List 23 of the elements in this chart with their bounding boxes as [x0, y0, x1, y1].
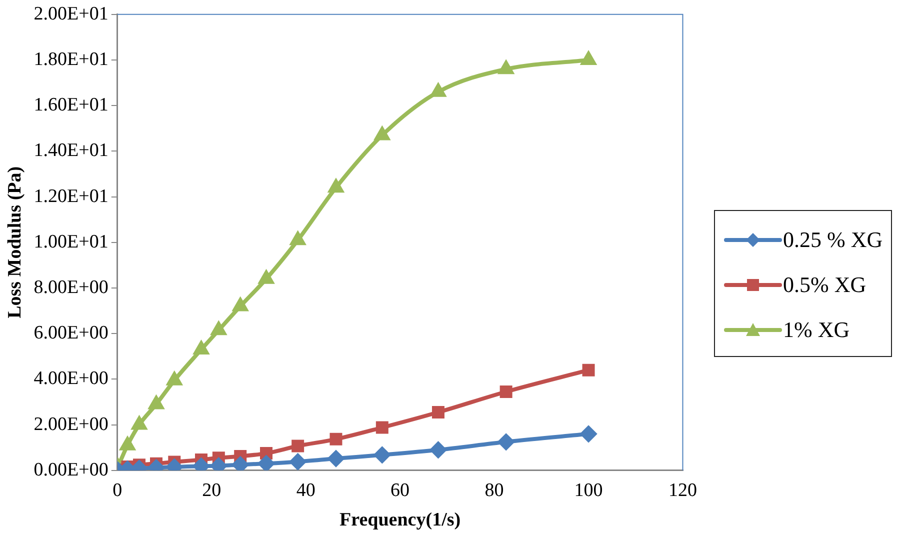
legend-label: 1% XG — [783, 316, 850, 342]
x-tick-label: 80 — [484, 480, 504, 501]
x-tick-label: 40 — [296, 480, 316, 501]
x-axis-title: Frequency(1/s) — [340, 510, 461, 531]
legend-label: 0.25 % XG — [783, 226, 883, 252]
y-tick-label: 1.80E+01 — [34, 48, 108, 70]
y-tick-label: 1.40E+01 — [34, 140, 108, 162]
x-tick-label: 120 — [668, 480, 697, 501]
y-tick-label: 4.00E+00 — [34, 368, 108, 390]
y-tick-label: 1.00E+01 — [34, 231, 108, 252]
y-tick-label: 6.00E+00 — [34, 322, 108, 344]
x-tick-label: 0 — [112, 480, 122, 501]
y-tick-label: 1.20E+01 — [34, 186, 108, 207]
x-tick-label: 60 — [390, 480, 410, 501]
y-axis-title: Loss Modulus (Pa) — [4, 166, 26, 318]
y-tick-label: 8.00E+00 — [34, 276, 108, 298]
x-tick-label: 20 — [202, 480, 222, 501]
y-tick-label: 0.00E+00 — [34, 459, 108, 480]
legend-label: 0.5% XG — [783, 272, 866, 298]
y-tick-label: 2.00E+00 — [34, 414, 108, 435]
x-tick-label: 100 — [574, 480, 603, 501]
y-tick-label: 1.60E+01 — [34, 94, 108, 116]
y-tick-label: 2.00E+01 — [34, 3, 108, 24]
